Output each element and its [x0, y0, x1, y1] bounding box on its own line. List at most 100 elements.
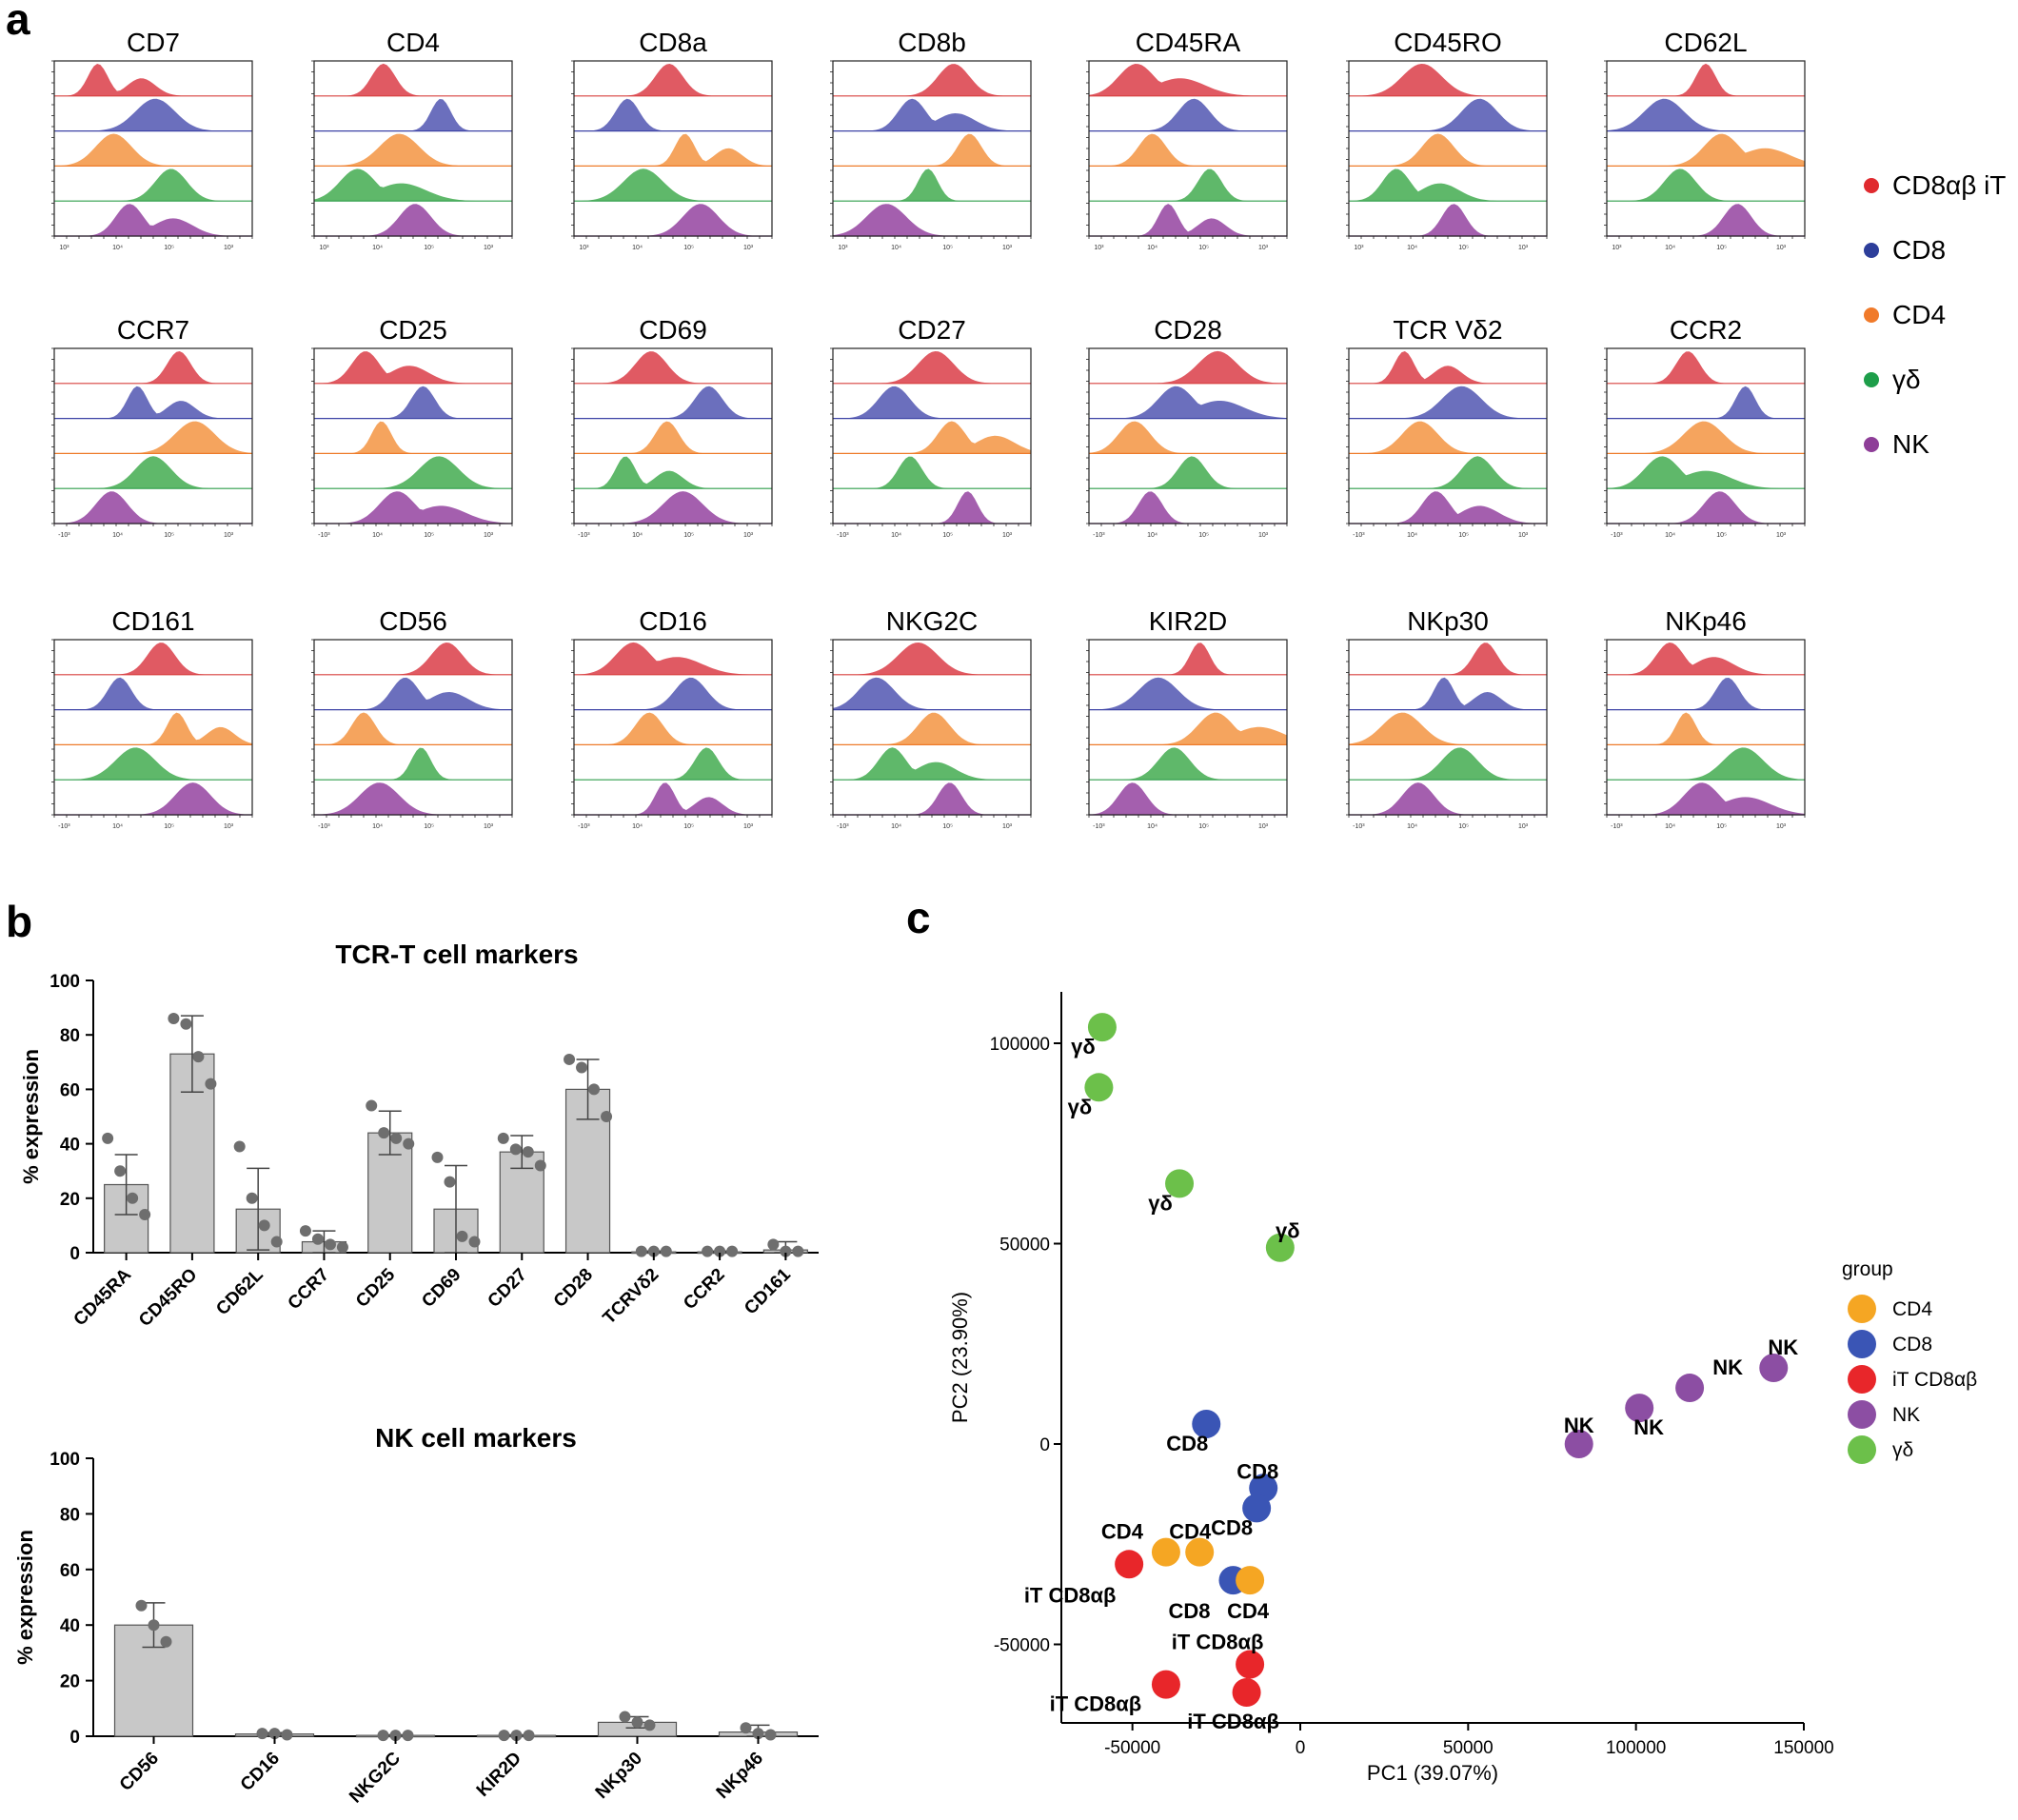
histogram-trace — [1349, 747, 1547, 781]
histogram-trace — [833, 712, 1031, 745]
histogram-title: CD45RA — [1136, 28, 1241, 57]
histogram-trace — [833, 168, 1031, 202]
legend-label: γδ — [1892, 1439, 1913, 1461]
histogram-trace — [54, 456, 252, 489]
histogram-trace — [54, 643, 252, 675]
histogram-trace — [1089, 204, 1287, 236]
histogram-cd45ra: CD45RA 10³ 10⁴ 10⁵ 10³ — [1086, 28, 1288, 251]
panel-label-c: c — [906, 893, 931, 942]
x-tick-label: -10³ — [1611, 532, 1623, 539]
data-point — [256, 1728, 268, 1740]
x-tick-label: 10⁴ — [112, 823, 123, 830]
x-tick-label: 10⁵ — [1716, 245, 1727, 251]
legend-label: iT CD8αβ — [1892, 1369, 1977, 1391]
histogram-cd69: CD69 -10³ 10⁴ 10⁵ 10³ — [571, 315, 773, 539]
pca-point-cd8 — [1192, 1409, 1221, 1438]
histogram-trace — [1607, 421, 1805, 454]
data-point — [619, 1711, 631, 1723]
histogram-nkp30: NKp30 -10³ 10⁴ 10⁵ 10³ — [1346, 606, 1548, 830]
histogram-cd7: CD7 10³ 10⁴ 10⁵ 10³ — [51, 28, 253, 251]
data-point — [714, 1245, 726, 1257]
point-label: CD8 — [1168, 1599, 1210, 1623]
histogram-trace — [1089, 677, 1287, 710]
data-point — [192, 1051, 205, 1063]
histogram-trace — [1089, 133, 1287, 167]
histogram-title: NKp46 — [1665, 606, 1747, 636]
histogram-trace — [833, 64, 1031, 96]
histogram-title: TCR Vδ2 — [1393, 315, 1502, 345]
data-point — [311, 1233, 324, 1245]
histogram-trace — [1349, 782, 1547, 815]
histogram-title: CD8b — [898, 28, 966, 57]
histogram-trace — [574, 204, 772, 236]
pca-point-x — [1165, 1169, 1195, 1198]
legend-label: CD8 — [1892, 1334, 1932, 1355]
histogram-trace — [314, 168, 512, 202]
x-tick-label: 10⁴ — [632, 245, 643, 251]
histogram-trace — [1349, 351, 1547, 384]
legend-swatch — [1848, 1330, 1876, 1358]
legend-label: NK — [1892, 1404, 1920, 1426]
pca-point-cd4 — [1236, 1566, 1265, 1595]
histogram-frame — [313, 639, 513, 816]
y-tick-label: -50000 — [994, 1636, 1050, 1656]
data-point — [647, 1245, 660, 1257]
x-tick-label: 10³ — [224, 245, 234, 251]
histogram-trace — [833, 386, 1031, 419]
histogram-trace — [574, 712, 772, 745]
y-tick-label: 20 — [60, 1190, 80, 1210]
histogram-trace — [314, 491, 512, 524]
x-tick-label: 10³ — [1776, 823, 1787, 830]
x-tick-label: 10⁴ — [1665, 823, 1675, 830]
y-tick-label: 100 — [49, 972, 80, 992]
data-point — [643, 1719, 656, 1731]
x-tick-label: 0 — [1296, 1738, 1306, 1758]
data-point — [378, 1127, 390, 1139]
y-axis-label: PC2 (23.90%) — [948, 1292, 972, 1423]
data-point — [522, 1146, 534, 1158]
histogram-cd16: CD16 -10³ 10⁴ 10⁵ 10³ — [571, 606, 773, 830]
data-point — [258, 1219, 270, 1232]
x-tick-label: CD62L — [212, 1264, 267, 1319]
x-tick-label: CD25 — [352, 1264, 400, 1312]
x-tick-label: 10³ — [224, 532, 234, 539]
x-tick-label: -10³ — [837, 823, 849, 830]
y-axis-label: % expression — [19, 1049, 43, 1184]
histogram-trace — [1607, 491, 1805, 524]
pca-point-nk — [1564, 1430, 1593, 1458]
y-tick-label: 80 — [60, 1026, 80, 1046]
x-tick-label: 10⁴ — [1147, 245, 1157, 251]
x-tick-label: 10⁵ — [1458, 532, 1469, 539]
data-point — [468, 1236, 481, 1248]
histogram-trace — [1089, 747, 1287, 781]
histogram-trace — [1349, 386, 1547, 419]
x-tick-label: 10⁴ — [1407, 823, 1417, 830]
histogram-trace — [1349, 98, 1547, 131]
histogram-trace — [1607, 782, 1805, 815]
histogram-trace — [574, 782, 772, 815]
legend-label: CD8αβ iT — [1892, 170, 2006, 200]
tcr-t-marker-bar-chart: TCR-T cell markers 0 20 40 60 80 100 % expressi… — [19, 940, 819, 1331]
data-point — [366, 1099, 378, 1112]
point-label: γδ — [1071, 1035, 1096, 1058]
histogram-trace — [1607, 133, 1805, 167]
y-tick-label: 100000 — [990, 1035, 1050, 1055]
legend-swatch — [1848, 1365, 1876, 1394]
y-axis-label: % expression — [13, 1530, 37, 1665]
x-tick-label: 10³ — [484, 245, 494, 251]
x-tick-label: 10³ — [1612, 245, 1622, 251]
pca-point-x — [1265, 1233, 1295, 1262]
y-tick-label: 20 — [60, 1672, 80, 1692]
histogram-title: CCR7 — [117, 315, 189, 345]
data-point — [402, 1730, 414, 1742]
legend-label: NK — [1892, 429, 1929, 459]
x-tick-label: 10³ — [1002, 532, 1013, 539]
histogram-title: CD62L — [1664, 28, 1747, 57]
histogram-trace — [574, 351, 772, 384]
x-tick-label: -10³ — [578, 823, 590, 830]
legend-swatch — [1864, 307, 1879, 323]
data-point — [498, 1730, 510, 1742]
x-tick-label: CD45RO — [135, 1265, 201, 1331]
histogram-title: NKp30 — [1407, 606, 1489, 636]
x-tick-label: 10³ — [579, 245, 589, 251]
